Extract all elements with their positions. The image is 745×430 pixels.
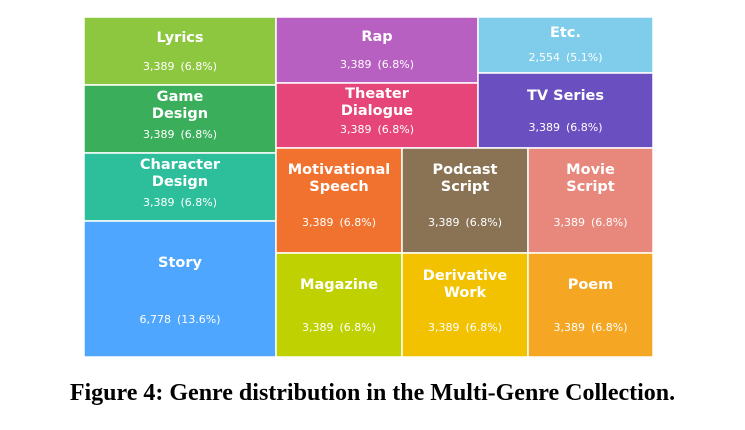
tile-derivative-work: Derivative Work 3,389 (6.8%) — [401, 252, 529, 358]
tile-etc: Etc. 2,554 (5.1%) — [477, 16, 654, 74]
tile-value-etc: 2,554 (5.1%) — [528, 51, 602, 64]
tile-rect-motivational-speech — [275, 147, 403, 254]
tile-value-magazine: 3,389 (6.8%) — [302, 321, 376, 334]
tile-share-lyrics: (6.8%) — [180, 60, 217, 73]
tile-count-story: 6,778 — [139, 313, 171, 326]
tile-story: Story 6,778 (13.6%) — [83, 220, 277, 358]
tile-value-theater-dialogue: 3,389 (6.8%) — [340, 123, 414, 136]
tile-label-derivative-work: Derivative Work — [423, 268, 508, 301]
tile-rect-game-design — [83, 84, 277, 154]
tile-tv-series: TV Series 3,389 (6.8%) — [477, 72, 654, 149]
tile-count-poem: 3,389 — [553, 321, 585, 334]
tile-rap: Rap 3,389 (6.8%) — [275, 16, 479, 84]
tile-rect-movie-script — [527, 147, 654, 254]
figure-caption: Figure 4: Genre distribution in the Mult… — [69, 380, 676, 406]
tile-share-game-design: (6.8%) — [180, 128, 217, 141]
tile-share-tv-series: (6.8%) — [566, 121, 603, 134]
tile-value-poem: 3,389 (6.8%) — [553, 321, 627, 334]
tile-value-game-design: 3,389 (6.8%) — [143, 128, 217, 141]
tile-value-podcast-script: 3,389 (6.8%) — [428, 216, 502, 229]
tile-magazine: Magazine 3,389 (6.8%) — [275, 252, 403, 358]
tile-share-story: (13.6%) — [177, 313, 221, 326]
tile-label-podcast-script: Podcast Script — [433, 162, 498, 195]
tile-game-design: Game Design 3,389 (6.8%) — [83, 84, 277, 154]
tile-rect-story — [83, 220, 277, 358]
tile-count-etc: 2,554 — [528, 51, 560, 64]
tile-share-derivative-work: (6.8%) — [465, 321, 502, 334]
tile-count-motivational-speech: 3,389 — [302, 216, 334, 229]
tile-count-movie-script: 3,389 — [553, 216, 585, 229]
tile-share-poem: (6.8%) — [591, 321, 628, 334]
tile-count-magazine: 3,389 — [302, 321, 334, 334]
tile-count-theater-dialogue: 3,389 — [340, 123, 372, 136]
tile-label-game-design: Game Design — [152, 89, 208, 122]
tile-value-tv-series: 3,389 (6.8%) — [528, 121, 602, 134]
tile-label-etc: Etc. — [550, 25, 581, 41]
tile-label-character-design: Character Design — [140, 157, 221, 190]
tile-label-motivational-speech: Motivational Speech — [288, 162, 390, 195]
tile-motivational-speech: Motivational Speech 3,389 (6.8%) — [275, 147, 403, 254]
tile-label-rap: Rap — [361, 29, 392, 45]
tile-value-story: 6,778 (13.6%) — [139, 313, 220, 326]
tile-rect-derivative-work — [401, 252, 529, 358]
tile-count-podcast-script: 3,389 — [428, 216, 460, 229]
tile-share-podcast-script: (6.8%) — [465, 216, 502, 229]
tile-poem: Poem 3,389 (6.8%) — [527, 252, 654, 358]
tile-label-magazine: Magazine — [300, 277, 378, 293]
tile-rect-lyrics — [83, 16, 277, 86]
tile-character-design: Character Design 3,389 (6.8%) — [83, 152, 277, 222]
tile-rect-theater-dialogue — [275, 82, 479, 149]
tile-rect-rap — [275, 16, 479, 84]
tile-movie-script: Movie Script 3,389 (6.8%) — [527, 147, 654, 254]
tile-value-rap: 3,389 (6.8%) — [340, 58, 414, 71]
tile-count-derivative-work: 3,389 — [428, 321, 460, 334]
tile-label-theater-dialogue: Theater Dialogue — [341, 86, 413, 119]
tile-lyrics: Lyrics 3,389 (6.8%) — [83, 16, 277, 86]
tile-share-motivational-speech: (6.8%) — [339, 216, 376, 229]
tile-rect-magazine — [275, 252, 403, 358]
tile-value-lyrics: 3,389 (6.8%) — [143, 60, 217, 73]
tile-count-rap: 3,389 — [340, 58, 372, 71]
tile-share-theater-dialogue: (6.8%) — [377, 123, 414, 136]
tile-share-movie-script: (6.8%) — [591, 216, 628, 229]
tile-share-character-design: (6.8%) — [180, 196, 217, 209]
tile-podcast-script: Podcast Script 3,389 (6.8%) — [401, 147, 529, 254]
tile-value-derivative-work: 3,389 (6.8%) — [428, 321, 502, 334]
tile-rect-tv-series — [477, 72, 654, 149]
tile-count-lyrics: 3,389 — [143, 60, 175, 73]
tile-count-game-design: 3,389 — [143, 128, 175, 141]
tile-label-story: Story — [158, 255, 202, 271]
tile-label-poem: Poem — [568, 277, 614, 293]
tile-value-motivational-speech: 3,389 (6.8%) — [302, 216, 376, 229]
tile-label-lyrics: Lyrics — [156, 30, 203, 46]
tile-rect-etc — [477, 16, 654, 74]
tile-share-etc: (5.1%) — [566, 51, 603, 64]
tile-value-movie-script: 3,389 (6.8%) — [553, 216, 627, 229]
tile-value-character-design: 3,389 (6.8%) — [143, 196, 217, 209]
tile-label-tv-series: TV Series — [527, 88, 604, 104]
tile-label-movie-script: Movie Script — [566, 162, 615, 195]
tile-rect-character-design — [83, 152, 277, 222]
tile-share-rap: (6.8%) — [377, 58, 414, 71]
tile-count-tv-series: 3,389 — [528, 121, 560, 134]
tile-count-character-design: 3,389 — [143, 196, 175, 209]
tile-rect-poem — [527, 252, 654, 358]
tile-theater-dialogue: Theater Dialogue 3,389 (6.8%) — [275, 82, 479, 149]
tile-share-magazine: (6.8%) — [339, 321, 376, 334]
tile-rect-podcast-script — [401, 147, 529, 254]
